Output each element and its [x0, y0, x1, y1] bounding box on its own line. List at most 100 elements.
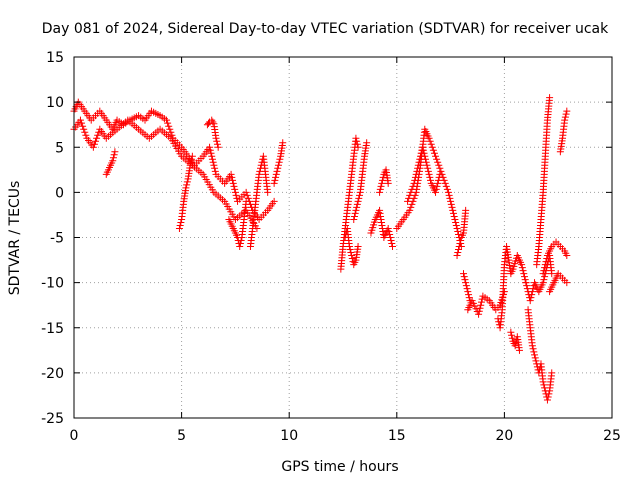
data-point	[411, 173, 419, 181]
data-point	[353, 137, 361, 145]
data-point	[176, 221, 184, 229]
data-point	[236, 243, 244, 251]
data-point	[387, 237, 395, 245]
data-point	[475, 310, 483, 318]
data-point	[421, 152, 429, 160]
data-point	[432, 185, 440, 193]
data-point	[209, 158, 217, 166]
data-point	[452, 218, 460, 226]
data-point	[507, 328, 515, 336]
data-point	[445, 191, 453, 199]
data-point	[466, 297, 474, 305]
data-point	[386, 234, 394, 241]
data-point	[542, 258, 550, 266]
data-point	[182, 184, 190, 192]
data-point	[409, 182, 417, 190]
data-point	[444, 188, 452, 196]
data-point	[543, 396, 551, 404]
data-point	[94, 131, 102, 139]
data-point	[529, 285, 537, 293]
data-point	[110, 151, 118, 159]
data-point	[427, 176, 435, 184]
data-point	[528, 342, 536, 350]
data-point	[420, 149, 428, 157]
data-point	[454, 230, 462, 238]
data-point	[530, 348, 538, 356]
data-point	[231, 185, 239, 193]
data-point	[236, 240, 244, 248]
data-point	[563, 252, 571, 260]
data-point	[477, 298, 485, 306]
data-point	[462, 282, 470, 290]
data-point	[447, 200, 455, 208]
data-point	[351, 209, 359, 217]
data-point	[511, 342, 519, 350]
data-point	[82, 131, 90, 139]
data-point	[521, 276, 529, 284]
data-point	[229, 176, 237, 184]
data-point	[528, 291, 536, 299]
data-point	[350, 215, 358, 223]
data-point	[539, 270, 547, 278]
y-tick-label: 0	[55, 185, 64, 201]
data-point	[229, 179, 237, 187]
data-point	[430, 149, 438, 157]
data-point	[354, 243, 362, 251]
data-point	[89, 143, 97, 151]
data-point	[183, 181, 191, 189]
data-point	[210, 161, 218, 169]
data-point	[432, 152, 440, 160]
data-point	[419, 146, 427, 154]
data-point	[526, 297, 534, 305]
x-tick-label: 25	[603, 428, 621, 444]
data-point	[385, 227, 393, 235]
data-point	[561, 116, 569, 124]
data-point	[529, 345, 537, 353]
data-point	[460, 270, 468, 278]
data-point	[408, 200, 416, 208]
data-point	[443, 185, 451, 193]
data-point	[207, 149, 215, 157]
data-point	[441, 179, 449, 187]
data-point	[437, 167, 445, 175]
data-point	[255, 170, 263, 178]
y-tick-label: 15	[46, 50, 64, 66]
data-point	[462, 279, 470, 287]
data-point	[384, 179, 392, 187]
data-point	[412, 170, 420, 178]
data-point	[464, 288, 472, 296]
data-point	[177, 218, 185, 226]
data-point	[276, 155, 284, 163]
data-point	[442, 182, 450, 190]
y-axis-label: SDTVAR / TECUs	[7, 181, 23, 296]
data-point	[388, 240, 396, 248]
data-point	[456, 240, 464, 248]
data-point	[426, 137, 434, 145]
data-point	[539, 279, 547, 287]
data-point	[543, 255, 551, 263]
data-point	[411, 176, 419, 184]
data-point	[78, 119, 86, 127]
data-point	[453, 224, 461, 232]
data-point	[433, 182, 441, 190]
y-tick-label: -25	[41, 411, 64, 427]
data-point	[166, 125, 174, 133]
data-point	[346, 246, 354, 254]
data-point	[407, 203, 415, 211]
data-point	[227, 170, 235, 178]
data-point	[413, 167, 421, 175]
data-point	[563, 279, 571, 287]
data-point	[457, 237, 465, 245]
data-point	[242, 188, 250, 196]
data-point	[384, 224, 392, 232]
data-point	[165, 122, 173, 130]
data-point	[345, 243, 353, 251]
data-point	[214, 143, 222, 151]
data-point	[408, 185, 416, 193]
data-point	[419, 143, 427, 151]
data-point	[414, 164, 422, 172]
data-point	[421, 155, 429, 163]
data-point	[455, 243, 463, 251]
